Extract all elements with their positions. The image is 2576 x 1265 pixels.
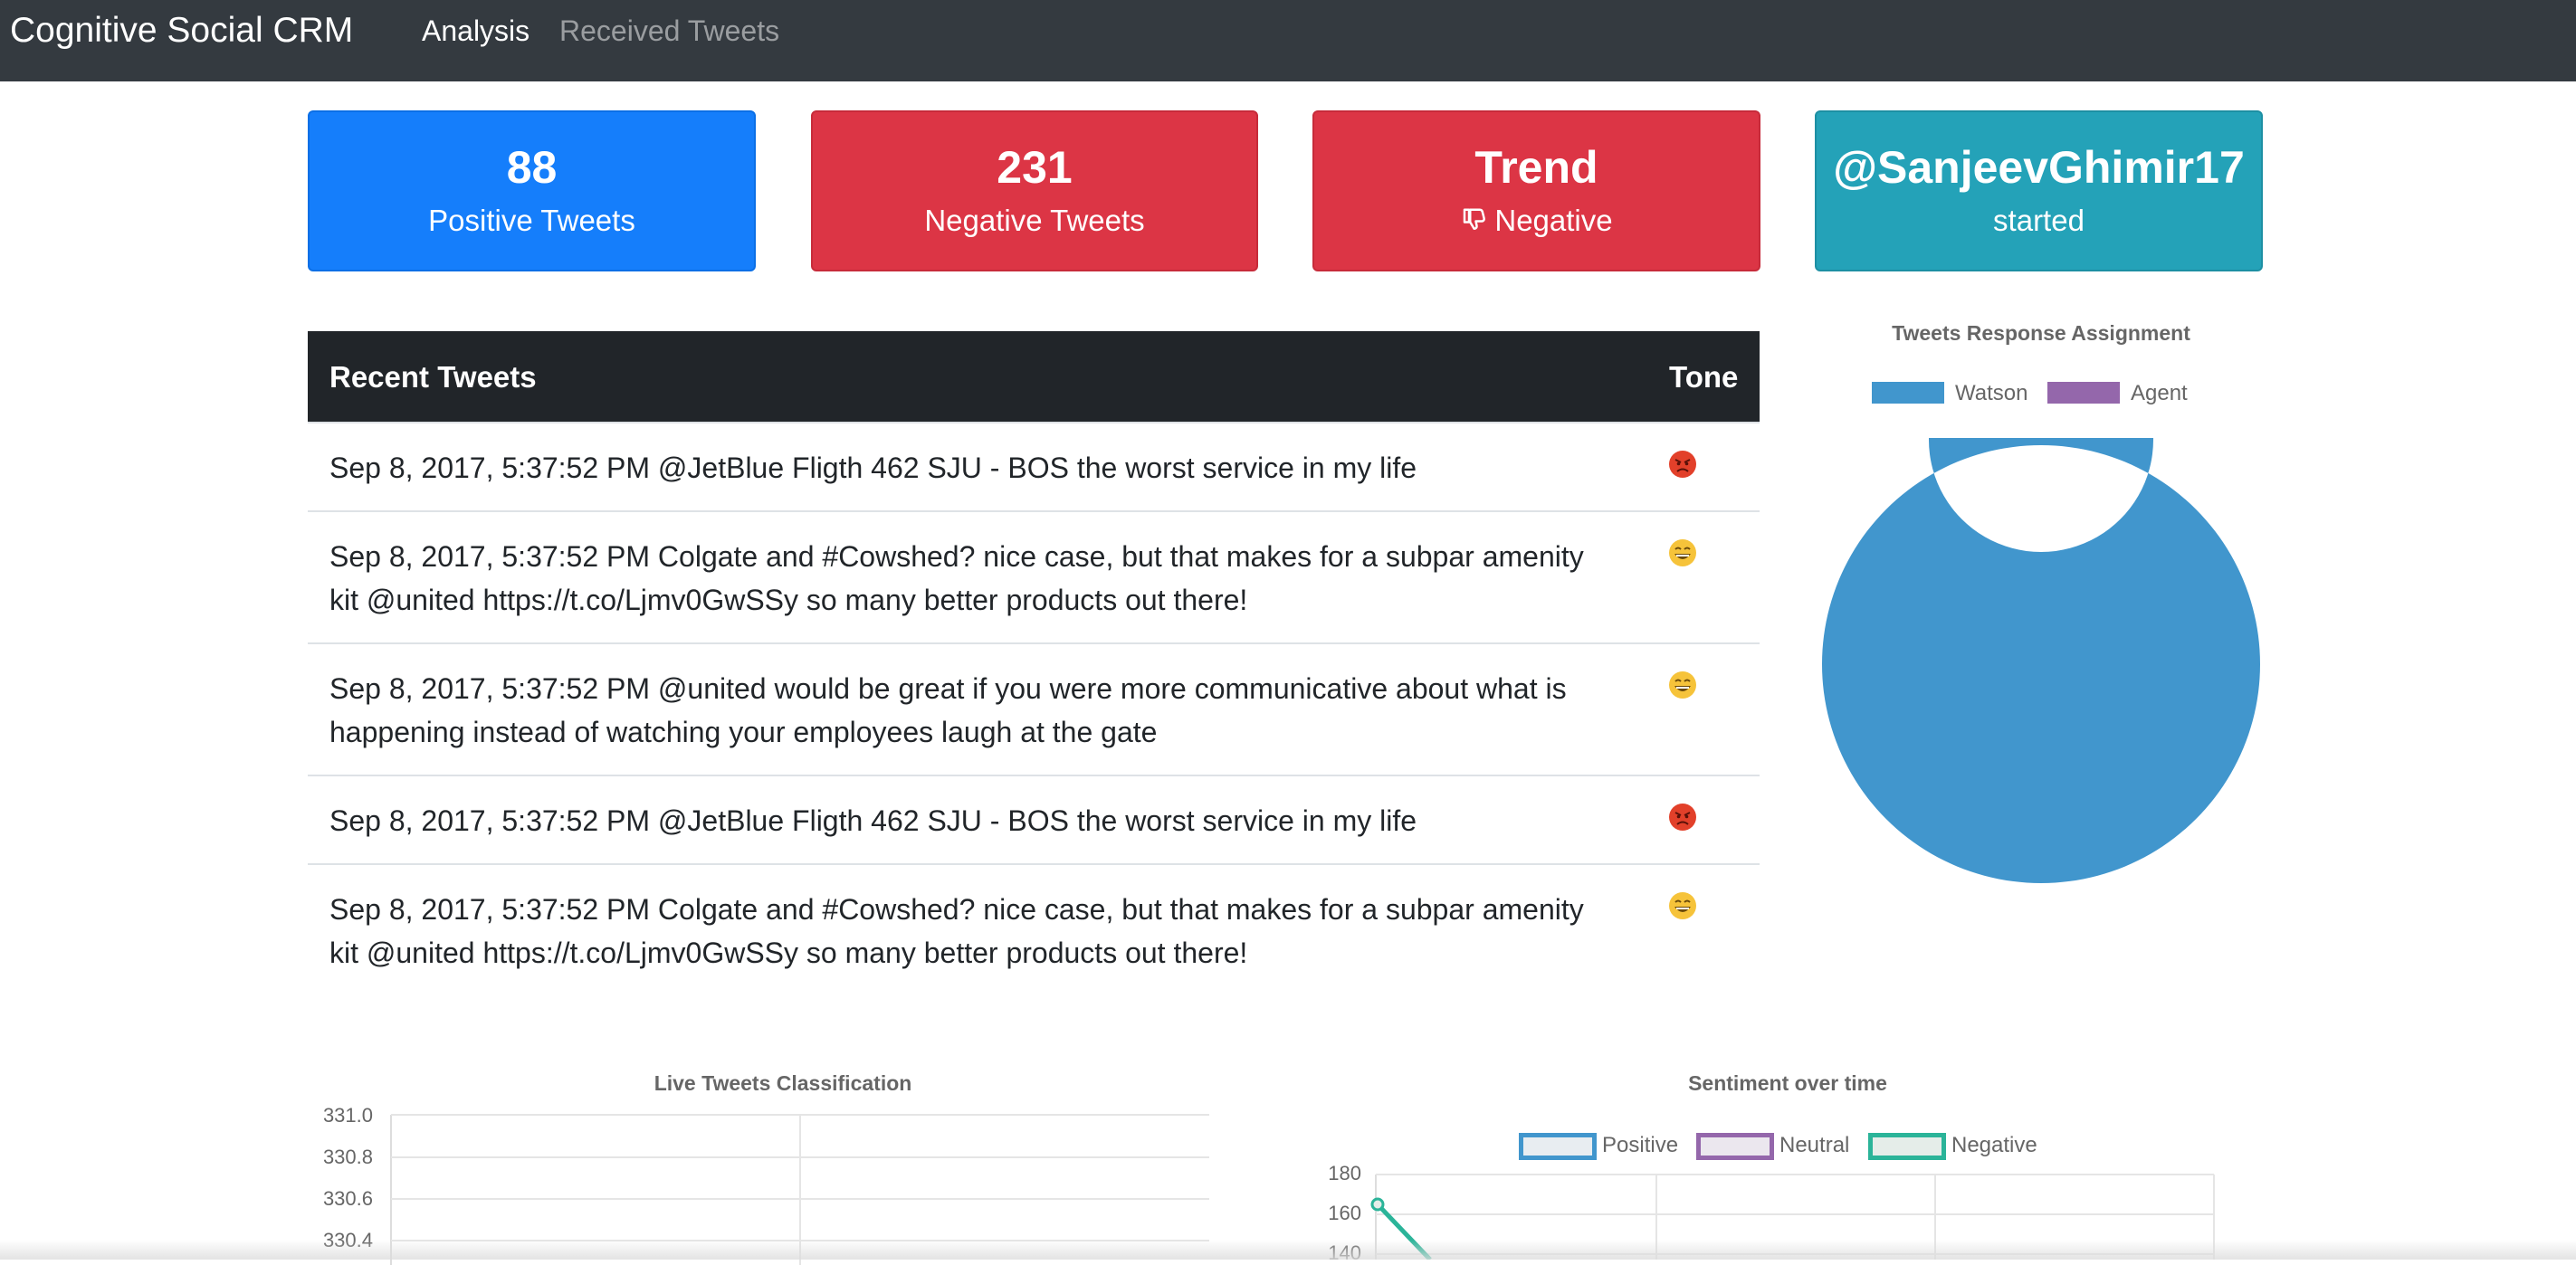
table-row: Sep 8, 2017, 5:37:52 PM @united would be… [308,642,1760,775]
navbar: Cognitive Social CRM Analysis Received T… [0,0,2576,81]
negative-data-point[interactable] [1370,1197,1385,1212]
negative-count: 231 [997,142,1073,193]
legend-label-positive[interactable]: Positive [1602,1133,1679,1157]
table-row: Sep 8, 2017, 5:37:52 PM Colgate and #Cow… [308,510,1760,642]
legend-label-watson[interactable]: Watson [1955,381,2028,405]
legend-label-neutral[interactable]: Neutral [1779,1133,1850,1157]
user-handle[interactable]: @SanjeevGhimir17 [1833,142,2245,193]
y-tick-label: 330.6 [322,1187,373,1210]
legend-swatch-negative[interactable] [1868,1133,1946,1160]
grinning-face-icon [1669,671,1696,699]
nav-link-received-tweets[interactable]: Received Tweets [559,14,780,47]
tweet-text: Sep 8, 2017, 5:37:52 PM @JetBlue Fligth … [329,804,1417,837]
user-card: @SanjeevGhimir17 started [1815,110,2263,271]
y-tick-label: 331.0 [322,1104,373,1127]
doughnut-slice-watson[interactable] [1822,438,2260,883]
brand-title[interactable]: Cognitive Social CRM [10,11,354,50]
negative-tweets-card: 231 Negative Tweets [811,110,1258,271]
trend-label: Negative [1494,204,1613,237]
legend-swatch-agent[interactable] [2047,382,2120,404]
negative-label: Negative Tweets [924,204,1145,237]
legend-swatch-positive[interactable] [1519,1133,1597,1160]
y-tick-label: 330.8 [322,1146,373,1168]
trend-title: Trend [1474,142,1598,193]
positive-tweets-card: 88 Positive Tweets [308,110,756,271]
table-header: Recent Tweets Tone [308,331,1760,422]
grinning-face-icon [1669,539,1696,566]
user-status: started [1993,204,2085,237]
trend-card: Trend Negative [1312,110,1760,271]
legend-swatch-watson[interactable] [1872,382,1944,404]
tweet-text: Sep 8, 2017, 5:37:52 PM @JetBlue Fligth … [329,452,1417,484]
doughnut-chart-title: Tweets Response Assignment [1892,321,2190,345]
thumbs-down-icon [1464,208,1486,230]
positive-label: Positive Tweets [428,204,635,237]
bottom-fade [0,1240,2576,1260]
positive-count: 88 [506,142,558,193]
recent-tweets-table: Recent Tweets Tone Sep 8, 2017, 5:37:52 … [308,331,1760,995]
grinning-face-icon [1669,892,1696,919]
angry-face-icon [1669,451,1696,478]
legend-label-agent[interactable]: Agent [2131,381,2188,405]
tweet-text: Sep 8, 2017, 5:37:52 PM Colgate and #Cow… [329,893,1584,969]
nav-link-analysis[interactable]: Analysis [422,14,530,47]
table-row: Sep 8, 2017, 5:37:52 PM Colgate and #Cow… [308,863,1760,995]
doughnut-chart [1822,438,2260,883]
legend-swatch-neutral[interactable] [1696,1133,1774,1160]
tweet-text: Sep 8, 2017, 5:37:52 PM @united would be… [329,672,1567,748]
table-row: Sep 8, 2017, 5:37:52 PM @JetBlue Fligth … [308,422,1760,510]
header-recent-tweets: Recent Tweets [329,360,537,394]
tweet-text: Sep 8, 2017, 5:37:52 PM Colgate and #Cow… [329,540,1584,616]
legend-label-negative[interactable]: Negative [1951,1133,2037,1157]
live-tweets-chart-title: Live Tweets Classification [654,1071,912,1095]
y-tick-label: 180 [1328,1162,1361,1184]
header-tone: Tone [1669,360,1739,394]
table-row: Sep 8, 2017, 5:37:52 PM @JetBlue Fligth … [308,775,1760,863]
sentiment-chart-title: Sentiment over time [1688,1071,1887,1095]
y-tick-label: 160 [1328,1202,1361,1224]
angry-face-icon [1669,804,1696,831]
trend-label-wrap: Negative [1314,205,1759,235]
